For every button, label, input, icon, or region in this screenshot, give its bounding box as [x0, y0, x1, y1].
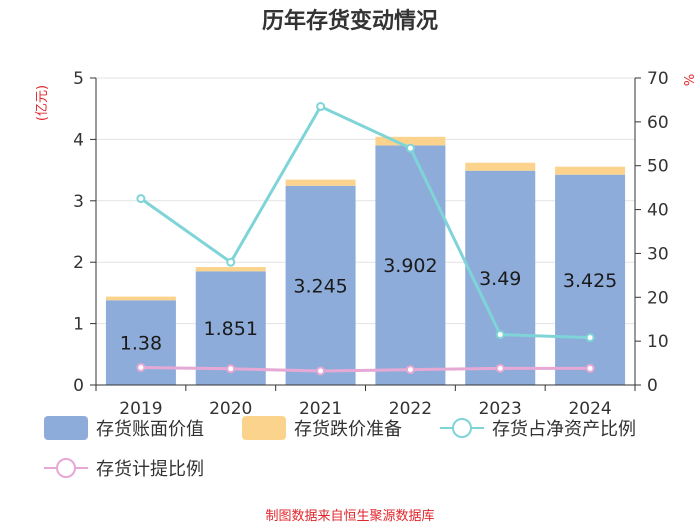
point-存货占净资产比例-2021: [316, 102, 326, 112]
point-存货占净资产比例-2020: [226, 257, 236, 267]
x-tick-label: 2019: [119, 399, 162, 419]
bar-label: 3.902: [383, 255, 437, 277]
right-tick-label: 50: [647, 157, 669, 177]
bar-存货跌价准备-2020: [195, 267, 266, 272]
legend-label: 存货占净资产比例: [492, 419, 636, 440]
right-axis-unit: %: [683, 74, 698, 86]
point-存货占净资产比例-2022: [405, 143, 415, 153]
point-存货占净资产比例-2024: [585, 333, 595, 343]
right-tick-label: 0: [647, 376, 658, 396]
point-存货计提比例-2021: [316, 366, 326, 376]
point-存货计提比例-2019: [136, 362, 146, 372]
bar-存货跌价准备-2024: [555, 166, 626, 175]
bar-存货账面价值-2022: [375, 145, 446, 385]
right-tick-label: 30: [647, 244, 669, 264]
legend-marker-存货计提比例: [56, 458, 76, 478]
x-tick-label: 2022: [389, 399, 432, 419]
left-tick-label: 0: [73, 376, 84, 396]
point-存货计提比例-2022: [405, 365, 415, 375]
chart-title: 历年存货变动情况: [262, 8, 438, 34]
legend-swatch-存货跌价准备: [242, 416, 286, 440]
left-tick-label: 4: [73, 130, 84, 150]
line-存货占净资产比例: [140, 104, 591, 340]
point-存货计提比例-2024: [585, 363, 595, 373]
x-tick-label: 2024: [568, 399, 611, 419]
bar-label: 3.245: [293, 275, 347, 297]
line-存货计提比例: [140, 365, 591, 373]
left-axis-unit: (亿元): [35, 85, 50, 121]
left-tick-label: 2: [73, 253, 84, 273]
legend-label: 存货计提比例: [96, 459, 204, 480]
bar-label: 3.425: [563, 270, 617, 292]
bars: 1.38 1.851 3.245 3.902 3.49 3.425: [105, 136, 626, 385]
right-tick-label: 10: [647, 332, 669, 352]
left-tick-label: 5: [73, 69, 84, 89]
legend-label: 存货跌价准备: [294, 419, 402, 440]
grid-lines: [96, 77, 635, 325]
bar-label: 1.851: [204, 318, 258, 340]
source-note: 制图数据来自恒生聚源数据库: [265, 508, 434, 524]
point-存货计提比例-2023: [495, 363, 505, 373]
bar-存货账面价值-2023: [465, 170, 536, 385]
bar-存货跌价准备-2019: [105, 296, 176, 301]
bar-label: 1.38: [120, 333, 162, 355]
bar-存货跌价准备-2022: [375, 136, 446, 146]
right-tick-label: 70: [647, 69, 669, 89]
point-存货占净资产比例-2019: [136, 194, 146, 204]
lines: [136, 102, 595, 376]
left-tick-label: 3: [73, 192, 84, 212]
point-存货占净资产比例-2023: [495, 330, 505, 340]
right-tick-label: 40: [647, 201, 669, 221]
bar-存货跌价准备-2023: [465, 162, 536, 171]
legend-label: 存货账面价值: [96, 419, 204, 440]
bar-存货账面价值-2021: [285, 185, 356, 385]
bar-label: 3.49: [479, 268, 521, 290]
right-tick-label: 60: [647, 113, 669, 133]
legend-swatch-存货账面价值: [44, 416, 88, 440]
bar-存货跌价准备-2021: [285, 179, 356, 186]
x-tick-label: 2023: [479, 399, 522, 419]
left-tick-label: 1: [73, 315, 84, 335]
x-tick-label: 2021: [299, 399, 342, 419]
bar-存货账面价值-2024: [555, 174, 626, 385]
legend-marker-存货占净资产比例: [452, 418, 472, 438]
point-存货计提比例-2020: [226, 364, 236, 374]
x-tick-label: 2020: [209, 399, 252, 419]
right-tick-label: 20: [647, 288, 669, 308]
